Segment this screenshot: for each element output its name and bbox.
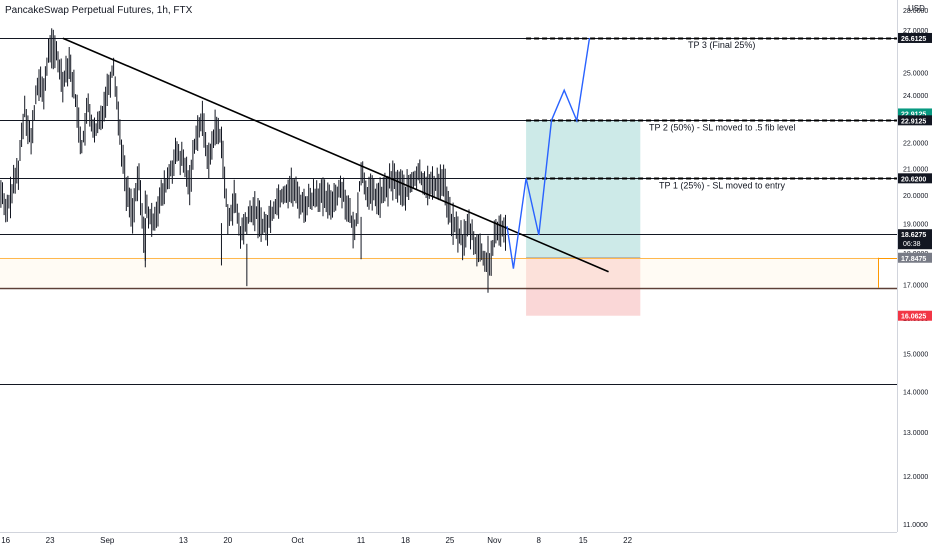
price-badge-6[interactable] (898, 310, 932, 321)
x-tick-label: 16 (1, 536, 10, 545)
price-badge-text: 18.6275 (901, 232, 926, 239)
y-tick-label: 19.0000 (903, 221, 928, 228)
y-tick-label: 24.0000 (903, 93, 928, 100)
x-tick-label: 15 (579, 536, 588, 545)
y-tick-label: 12.0000 (903, 474, 928, 481)
annotation-tp1[interactable]: TP 1 (25%) - SL moved to entry (659, 180, 786, 190)
y-tick-label: 21.0000 (903, 166, 928, 173)
price-axis[interactable]: 11.000012.000013.000014.000015.000016.00… (903, 8, 928, 529)
y-tick-label: 28.0000 (903, 8, 928, 15)
y-tick-label: 14.0000 (903, 389, 928, 396)
price-badge-text: 17.8475 (901, 256, 926, 263)
x-tick-label: 11 (357, 536, 366, 545)
price-badge-1[interactable] (898, 108, 932, 119)
price-series (0, 28, 506, 293)
x-tick-label: 18 (401, 536, 410, 545)
annotation-tp2[interactable]: TP 2 (50%) - SL moved to .5 fib level (649, 122, 796, 132)
x-tick-label: Oct (291, 536, 304, 545)
projection-path[interactable] (506, 37, 591, 269)
y-tick-label: 15.0000 (903, 351, 928, 358)
x-tick-label: 13 (179, 536, 188, 545)
time-axis[interactable]: 16 23 Sep 13 20 Oct 11 18 25 Nov 8 15 22 (1, 536, 632, 545)
price-badge-text: 16.0625 (901, 314, 926, 321)
y-tick-label: 20.0000 (903, 193, 928, 200)
price-badge-5[interactable] (898, 252, 932, 263)
x-tick-label: 8 (537, 536, 542, 545)
x-tick-label: 23 (46, 536, 55, 545)
x-tick-label: Sep (100, 536, 115, 545)
price-badge-text: 26.6125 (901, 36, 926, 43)
y-tick-label: 17.0000 (903, 283, 928, 290)
price-badge-0[interactable] (898, 32, 932, 43)
price-badge-2[interactable] (898, 115, 932, 126)
y-tick-label: 13.0000 (903, 430, 928, 437)
countdown-text: 06:38 (903, 241, 921, 248)
support-zone[interactable] (0, 257, 878, 288)
annotation-tp3[interactable]: TP 3 (Final 25%) (688, 40, 755, 50)
x-tick-label: 20 (223, 536, 232, 545)
y-tick-label: 22.0000 (903, 141, 928, 148)
loss-zone[interactable] (526, 257, 641, 316)
y-tick-label: 27.0000 (903, 28, 928, 35)
y-tick-label: 25.0000 (903, 70, 928, 77)
x-tick-label: 22 (623, 536, 632, 545)
chart-title: PancakeSwap Perpetual Futures, 1h, FTX (5, 5, 193, 16)
price-badge-text: 20.6200 (901, 176, 926, 183)
x-tick-label: Nov (487, 536, 501, 545)
price-badge-4[interactable] (898, 229, 932, 250)
price-badge-text: 22.9125 (901, 111, 926, 118)
x-tick-label: 25 (445, 536, 454, 545)
price-badge-text: 22.9125 (901, 118, 926, 125)
y-tick-label: 11.0000 (903, 522, 928, 529)
currency-label[interactable]: USD (908, 4, 925, 13)
trendline[interactable] (62, 37, 609, 273)
price-badge-3[interactable] (898, 173, 932, 184)
